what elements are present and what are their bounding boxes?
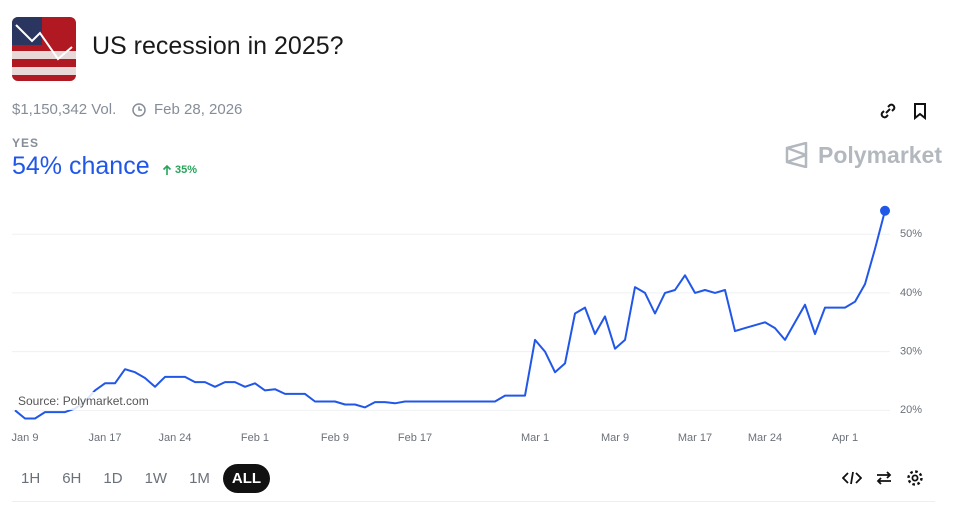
range-button[interactable]: 6H <box>62 470 82 487</box>
link-button[interactable] <box>879 102 897 120</box>
change: 35% <box>175 164 198 176</box>
brand: Polymarket <box>818 142 943 168</box>
thumbnail <box>12 17 76 81</box>
range-button[interactable]: 1M <box>189 470 210 487</box>
range-button[interactable]: ALL <box>222 464 271 493</box>
market-image <box>12 17 76 81</box>
x-tick-label: Jan 24 <box>158 432 191 444</box>
y-tick-label: 50% <box>900 228 922 240</box>
y-tick-label: 20% <box>900 404 922 416</box>
x-tick-label: Mar 24 <box>748 432 782 444</box>
x-tick-label: Mar 9 <box>601 432 629 444</box>
x-tick-label: Mar 17 <box>678 432 712 444</box>
swap-button[interactable] <box>875 469 893 487</box>
volume: $1,150,342 Vol. <box>12 101 117 118</box>
bookmark-button[interactable] <box>912 102 928 120</box>
range-button[interactable]: 1H <box>21 470 41 487</box>
outcome-label: YES <box>12 136 40 150</box>
range-button[interactable]: 1W <box>144 470 168 487</box>
x-tick-label: Jan 17 <box>88 432 121 444</box>
brand-logo <box>785 142 808 168</box>
embed-button[interactable] <box>842 470 862 486</box>
end-date: Feb 28, 2026 <box>154 101 243 118</box>
divider <box>12 501 935 502</box>
chart: 20% 30% 40% 50% Jan 9 Jan 17 Jan 24 Feb 1 Feb 9 F… <box>12 205 922 444</box>
clock-icon <box>132 103 146 117</box>
x-tick-label: Feb 1 <box>241 432 269 444</box>
range-button[interactable]: 1D <box>103 470 123 487</box>
last-point <box>880 205 890 216</box>
x-tick-label: Feb 17 <box>398 432 432 444</box>
x-tick-label: Apr 1 <box>832 432 858 444</box>
chance: 54% chance <box>12 152 150 180</box>
x-tick-label: Jan 9 <box>12 432 39 444</box>
settings-button[interactable] <box>906 469 924 487</box>
price-line <box>14 210 886 420</box>
range-selector: 1H 6H 1D 1W 1M ALL <box>12 464 271 493</box>
y-tick-label: 30% <box>900 346 922 358</box>
source: Source: Polymarket.com <box>13 392 154 410</box>
market-title: US recession in 2025? <box>92 32 344 60</box>
x-tick-label: Feb 9 <box>321 432 349 444</box>
y-tick-label: 40% <box>900 287 922 299</box>
up-arrow <box>162 164 172 175</box>
x-tick-label: Mar 1 <box>521 432 549 444</box>
